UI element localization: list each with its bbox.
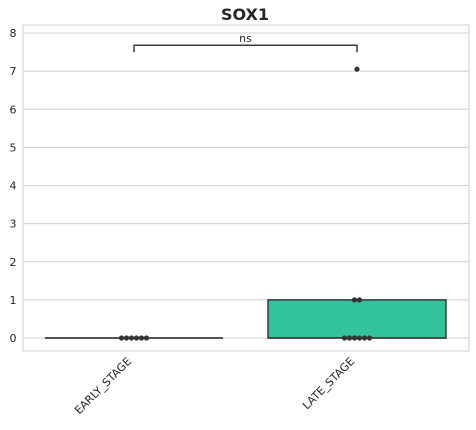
chart-title: SOX1: [221, 5, 269, 24]
x-tick-label: EARLY_STAGE: [72, 355, 134, 417]
data-point: [351, 297, 358, 303]
plot-frame: [22, 24, 470, 352]
data-point: [118, 335, 125, 341]
data-point: [143, 335, 150, 341]
data-point: [346, 335, 353, 341]
data-point: [366, 335, 373, 341]
data-point: [356, 335, 363, 341]
y-tick-label: 3: [10, 218, 17, 231]
data-point: [133, 335, 140, 341]
data-point: [361, 335, 368, 341]
significance-label: ns: [239, 32, 252, 45]
y-tick-label: 1: [10, 294, 17, 307]
data-point: [356, 297, 363, 303]
data-point: [354, 66, 360, 72]
significance-bracket: [133, 44, 358, 53]
box-late_stage: [267, 299, 447, 339]
y-tick-label: 2: [10, 256, 17, 269]
y-tick-label: 4: [10, 180, 17, 193]
plot-area: 0 1 2 3 4 5 6 7 8 ns EARLY_STAGE LATE_STAGE: [10, 24, 470, 417]
y-tick-label: 5: [10, 141, 17, 154]
data-point: [123, 335, 130, 341]
y-tick-label: 7: [10, 65, 17, 78]
data-point: [341, 335, 348, 341]
data-point: [128, 335, 135, 341]
y-tick-label: 8: [10, 27, 17, 40]
y-tick-label: 0: [10, 332, 17, 345]
x-tick-label: LATE_STAGE: [300, 355, 357, 412]
data-point: [351, 335, 358, 341]
data-point: [138, 335, 145, 341]
y-tick-label: 6: [10, 103, 17, 116]
